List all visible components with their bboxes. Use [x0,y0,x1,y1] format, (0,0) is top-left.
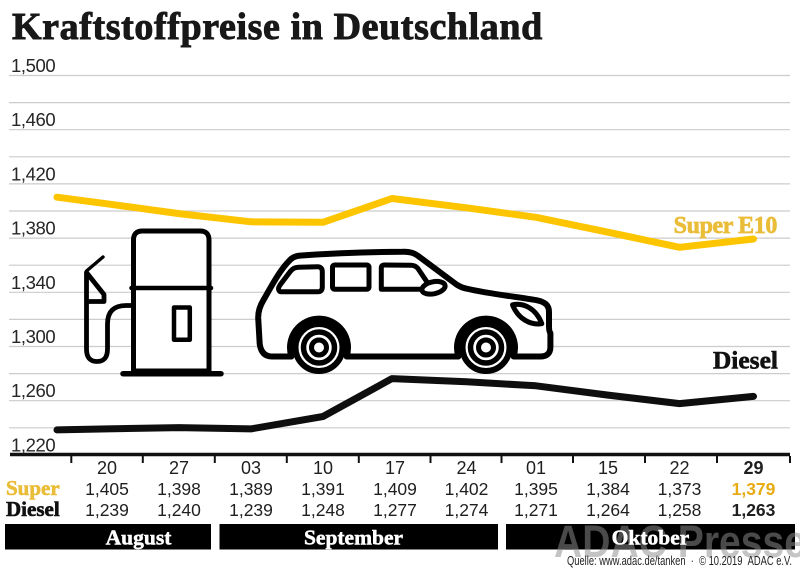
svg-text:1,500: 1,500 [11,55,55,76]
svg-text:1,395: 1,395 [514,479,558,499]
svg-text:Quelle: www.adac.de/tanken ·: Quelle: www.adac.de/tanken · © 10.2019 A… [567,553,792,568]
svg-text:1,384: 1,384 [586,479,630,499]
svg-text:1,391: 1,391 [301,479,345,499]
svg-text:1,379: 1,379 [732,479,776,499]
svg-text:1,264: 1,264 [586,500,630,520]
svg-text:1,398: 1,398 [157,479,201,499]
svg-text:1,402: 1,402 [445,479,489,499]
svg-text:27: 27 [169,458,189,478]
svg-text:1,274: 1,274 [445,500,489,520]
svg-text:Super: Super [6,476,60,500]
svg-text:15: 15 [598,458,618,478]
svg-text:1,373: 1,373 [658,479,702,499]
svg-text:Diesel: Diesel [6,497,60,521]
svg-text:Oktober: Oktober [612,525,690,549]
svg-text:1,460: 1,460 [11,109,55,130]
svg-text:1,300: 1,300 [11,326,55,347]
svg-text:1,389: 1,389 [229,479,273,499]
svg-text:1,420: 1,420 [11,163,55,184]
svg-text:September: September [304,525,404,549]
svg-text:22: 22 [669,458,689,478]
svg-text:Diesel: Diesel [713,346,778,375]
svg-text:1,405: 1,405 [85,479,129,499]
svg-text:1,271: 1,271 [514,500,558,520]
svg-text:1,248: 1,248 [301,500,345,520]
svg-text:Kraftstoffpreise in Deutschlan: Kraftstoffpreise in Deutschland [12,6,543,48]
svg-text:01: 01 [526,458,546,478]
svg-text:1,277: 1,277 [373,500,417,520]
svg-text:August: August [106,525,173,549]
svg-text:03: 03 [241,458,261,478]
svg-text:20: 20 [97,458,117,478]
svg-text:1,258: 1,258 [658,500,702,520]
svg-text:1,380: 1,380 [11,218,55,239]
svg-text:1,220: 1,220 [11,434,55,455]
svg-text:10: 10 [313,458,333,478]
svg-text:1,263: 1,263 [732,500,776,520]
svg-text:1,260: 1,260 [11,380,55,401]
svg-text:24: 24 [456,458,476,478]
svg-text:1,240: 1,240 [157,500,201,520]
svg-text:17: 17 [385,458,405,478]
svg-text:ADAC Presse: ADAC Presse [554,516,800,567]
svg-text:29: 29 [743,458,763,478]
svg-text:1,340: 1,340 [11,272,55,293]
svg-text:1,239: 1,239 [85,500,129,520]
svg-text:Super E10: Super E10 [674,213,778,239]
svg-text:1,239: 1,239 [229,500,273,520]
svg-text:1,409: 1,409 [373,479,417,499]
